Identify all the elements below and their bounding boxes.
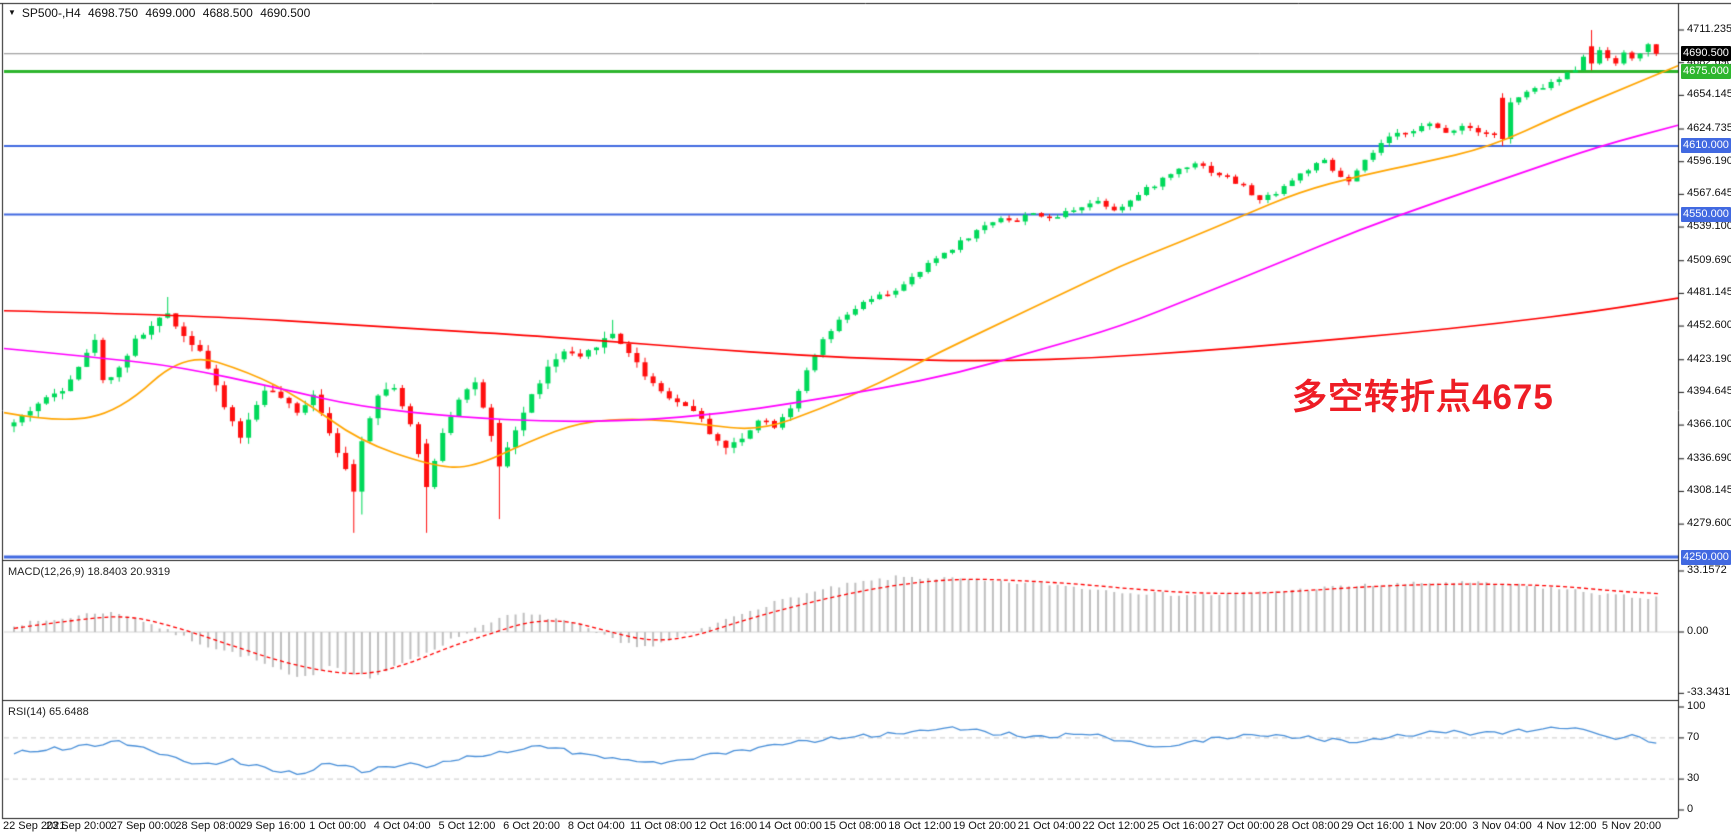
time-axis-tick-label: 11 Oct 08:00 bbox=[629, 820, 693, 832]
time-axis-tick-label: 8 Oct 04:00 bbox=[567, 820, 625, 832]
price-axis-tick-label: 4654.145 bbox=[1687, 88, 1731, 101]
price-axis-tick-label: 4366.100 bbox=[1687, 418, 1731, 431]
price-axis-tick-label: 4711.235 bbox=[1687, 23, 1731, 35]
time-axis-tick-label: 5 Oct 12:00 bbox=[438, 820, 496, 832]
ohlc-high: 4699.000 bbox=[145, 6, 196, 20]
macd-values: 18.8403 20.9319 bbox=[87, 566, 171, 578]
price-axis-tick-label: 4279.600 bbox=[1687, 517, 1731, 530]
price-axis-tick-label: 4452.600 bbox=[1687, 319, 1731, 332]
price-axis-tick-label: 4624.735 bbox=[1687, 122, 1731, 135]
symbol-label: SP500-,H4 bbox=[21, 6, 81, 20]
symbol-header: ▼ SP500-,H4 4698.750 4699.000 4688.500 46… bbox=[8, 6, 314, 20]
time-axis-tick-label: 25 Oct 16:00 bbox=[1147, 820, 1211, 832]
time-axis-tick-label: 5 Nov 20:00 bbox=[1601, 820, 1662, 832]
time-axis-tick-label: 18 Oct 12:00 bbox=[888, 820, 952, 832]
macd-panel-title: MACD(12,26,9) 18.8403 20.9319 bbox=[8, 566, 171, 578]
price-level-badge: 4610.000 bbox=[1681, 138, 1731, 154]
time-axis-tick-label: 14 Oct 00:00 bbox=[758, 820, 822, 832]
chevron-down-icon[interactable]: ▼ bbox=[8, 8, 16, 17]
price-axis-tick-label: 4481.145 bbox=[1687, 286, 1731, 299]
time-axis-tick-label: 1 Nov 20:00 bbox=[1407, 820, 1468, 832]
time-axis-tick-label: 23 Sep 20:00 bbox=[45, 820, 112, 832]
price-axis-tick-label: 4596.190 bbox=[1687, 154, 1731, 167]
ohlc-open: 4698.750 bbox=[87, 6, 139, 20]
rsi-value: 65.6488 bbox=[48, 706, 89, 718]
rsi-axis-label: 100 bbox=[1687, 700, 1706, 712]
price-level-badge: 4675.000 bbox=[1681, 63, 1731, 79]
price-axis-tick-label: 4308.145 bbox=[1687, 484, 1731, 497]
rsi-axis-label: 0 bbox=[1687, 803, 1694, 815]
price-level-badge: 4250.000 bbox=[1681, 550, 1731, 566]
rsi-axis-label: 30 bbox=[1687, 772, 1700, 785]
time-axis-tick-label: 3 Nov 04:00 bbox=[1472, 820, 1532, 832]
macd-axis-label: 0.00 bbox=[1687, 625, 1709, 637]
time-axis-tick-label: 28 Oct 08:00 bbox=[1276, 820, 1340, 832]
price-axis-tick-label: 4394.645 bbox=[1687, 385, 1731, 398]
time-axis-tick-label: 4 Oct 04:00 bbox=[373, 820, 431, 832]
macd-axis-label: -33.3431 bbox=[1687, 686, 1731, 699]
ohlc-low: 4688.500 bbox=[202, 6, 253, 20]
macd-axis-label: 33.1572 bbox=[1687, 563, 1727, 576]
time-axis-tick-label: 22 Sep 2021 bbox=[3, 820, 66, 832]
price-level-badge: 4550.000 bbox=[1681, 207, 1731, 223]
price-axis-tick-label: 4567.645 bbox=[1687, 187, 1731, 200]
price-axis-tick-label: 4423.190 bbox=[1687, 352, 1731, 365]
time-axis-tick-label: 6 Oct 20:00 bbox=[503, 820, 561, 832]
rsi-axis-label: 70 bbox=[1687, 730, 1700, 743]
price-axis-tick-label: 4539.100 bbox=[1687, 220, 1731, 233]
time-axis-tick-label: 15 Oct 08:00 bbox=[823, 820, 887, 832]
rsi-panel-title: RSI(14) 65.6488 bbox=[8, 706, 89, 718]
price-axis-tick-label: 4509.690 bbox=[1687, 253, 1731, 266]
time-axis-tick-label: 29 Oct 16:00 bbox=[1341, 820, 1405, 832]
time-axis-tick-label: 22 Oct 12:00 bbox=[1082, 820, 1146, 832]
time-axis-tick-label: 21 Oct 04:00 bbox=[1017, 820, 1081, 832]
ohlc-close: 4690.500 bbox=[260, 6, 311, 20]
price-axis-tick-label: 4336.690 bbox=[1687, 451, 1731, 464]
time-axis-tick-label: 12 Oct 16:00 bbox=[694, 820, 758, 832]
time-axis-tick-label: 19 Oct 20:00 bbox=[953, 820, 1016, 832]
time-axis-tick-label: 29 Sep 16:00 bbox=[240, 820, 306, 832]
price-level-badge: 4690.500 bbox=[1681, 46, 1731, 62]
time-axis-tick-label: 1 Oct 00:00 bbox=[309, 820, 366, 832]
time-axis-tick-label: 4 Nov 12:00 bbox=[1537, 820, 1597, 832]
time-axis-tick-label: 27 Sep 00:00 bbox=[110, 820, 177, 832]
chart-text-annotation[interactable]: 多空转折点4675 bbox=[1292, 378, 1554, 417]
time-axis-tick-label: 28 Sep 08:00 bbox=[175, 820, 241, 832]
time-axis-tick-label: 27 Oct 00:00 bbox=[1211, 820, 1275, 832]
